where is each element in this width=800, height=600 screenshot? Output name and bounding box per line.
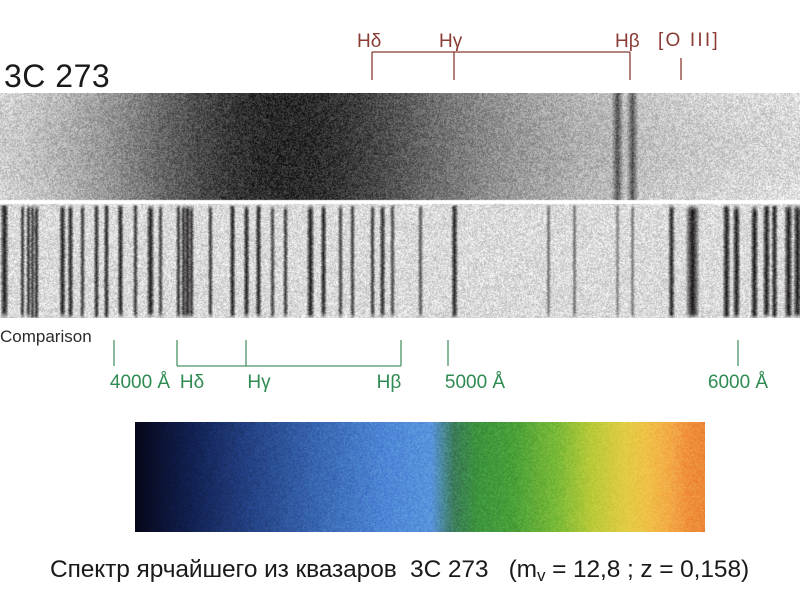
svg-text:Hδ: Hδ — [357, 31, 381, 52]
svg-text:Hδ: Hδ — [180, 372, 204, 393]
svg-text:Hγ: Hγ — [439, 31, 463, 52]
svg-text:Hγ: Hγ — [247, 372, 271, 393]
svg-text:[O III]: [O III] — [658, 30, 720, 51]
svg-text:4000 Å: 4000 Å — [110, 372, 171, 393]
svg-text:Hβ: Hβ — [615, 31, 640, 52]
svg-text:Hβ: Hβ — [377, 372, 402, 393]
svg-text:5000 Å: 5000 Å — [445, 372, 506, 393]
svg-text:6000 Å: 6000 Å — [708, 372, 769, 393]
